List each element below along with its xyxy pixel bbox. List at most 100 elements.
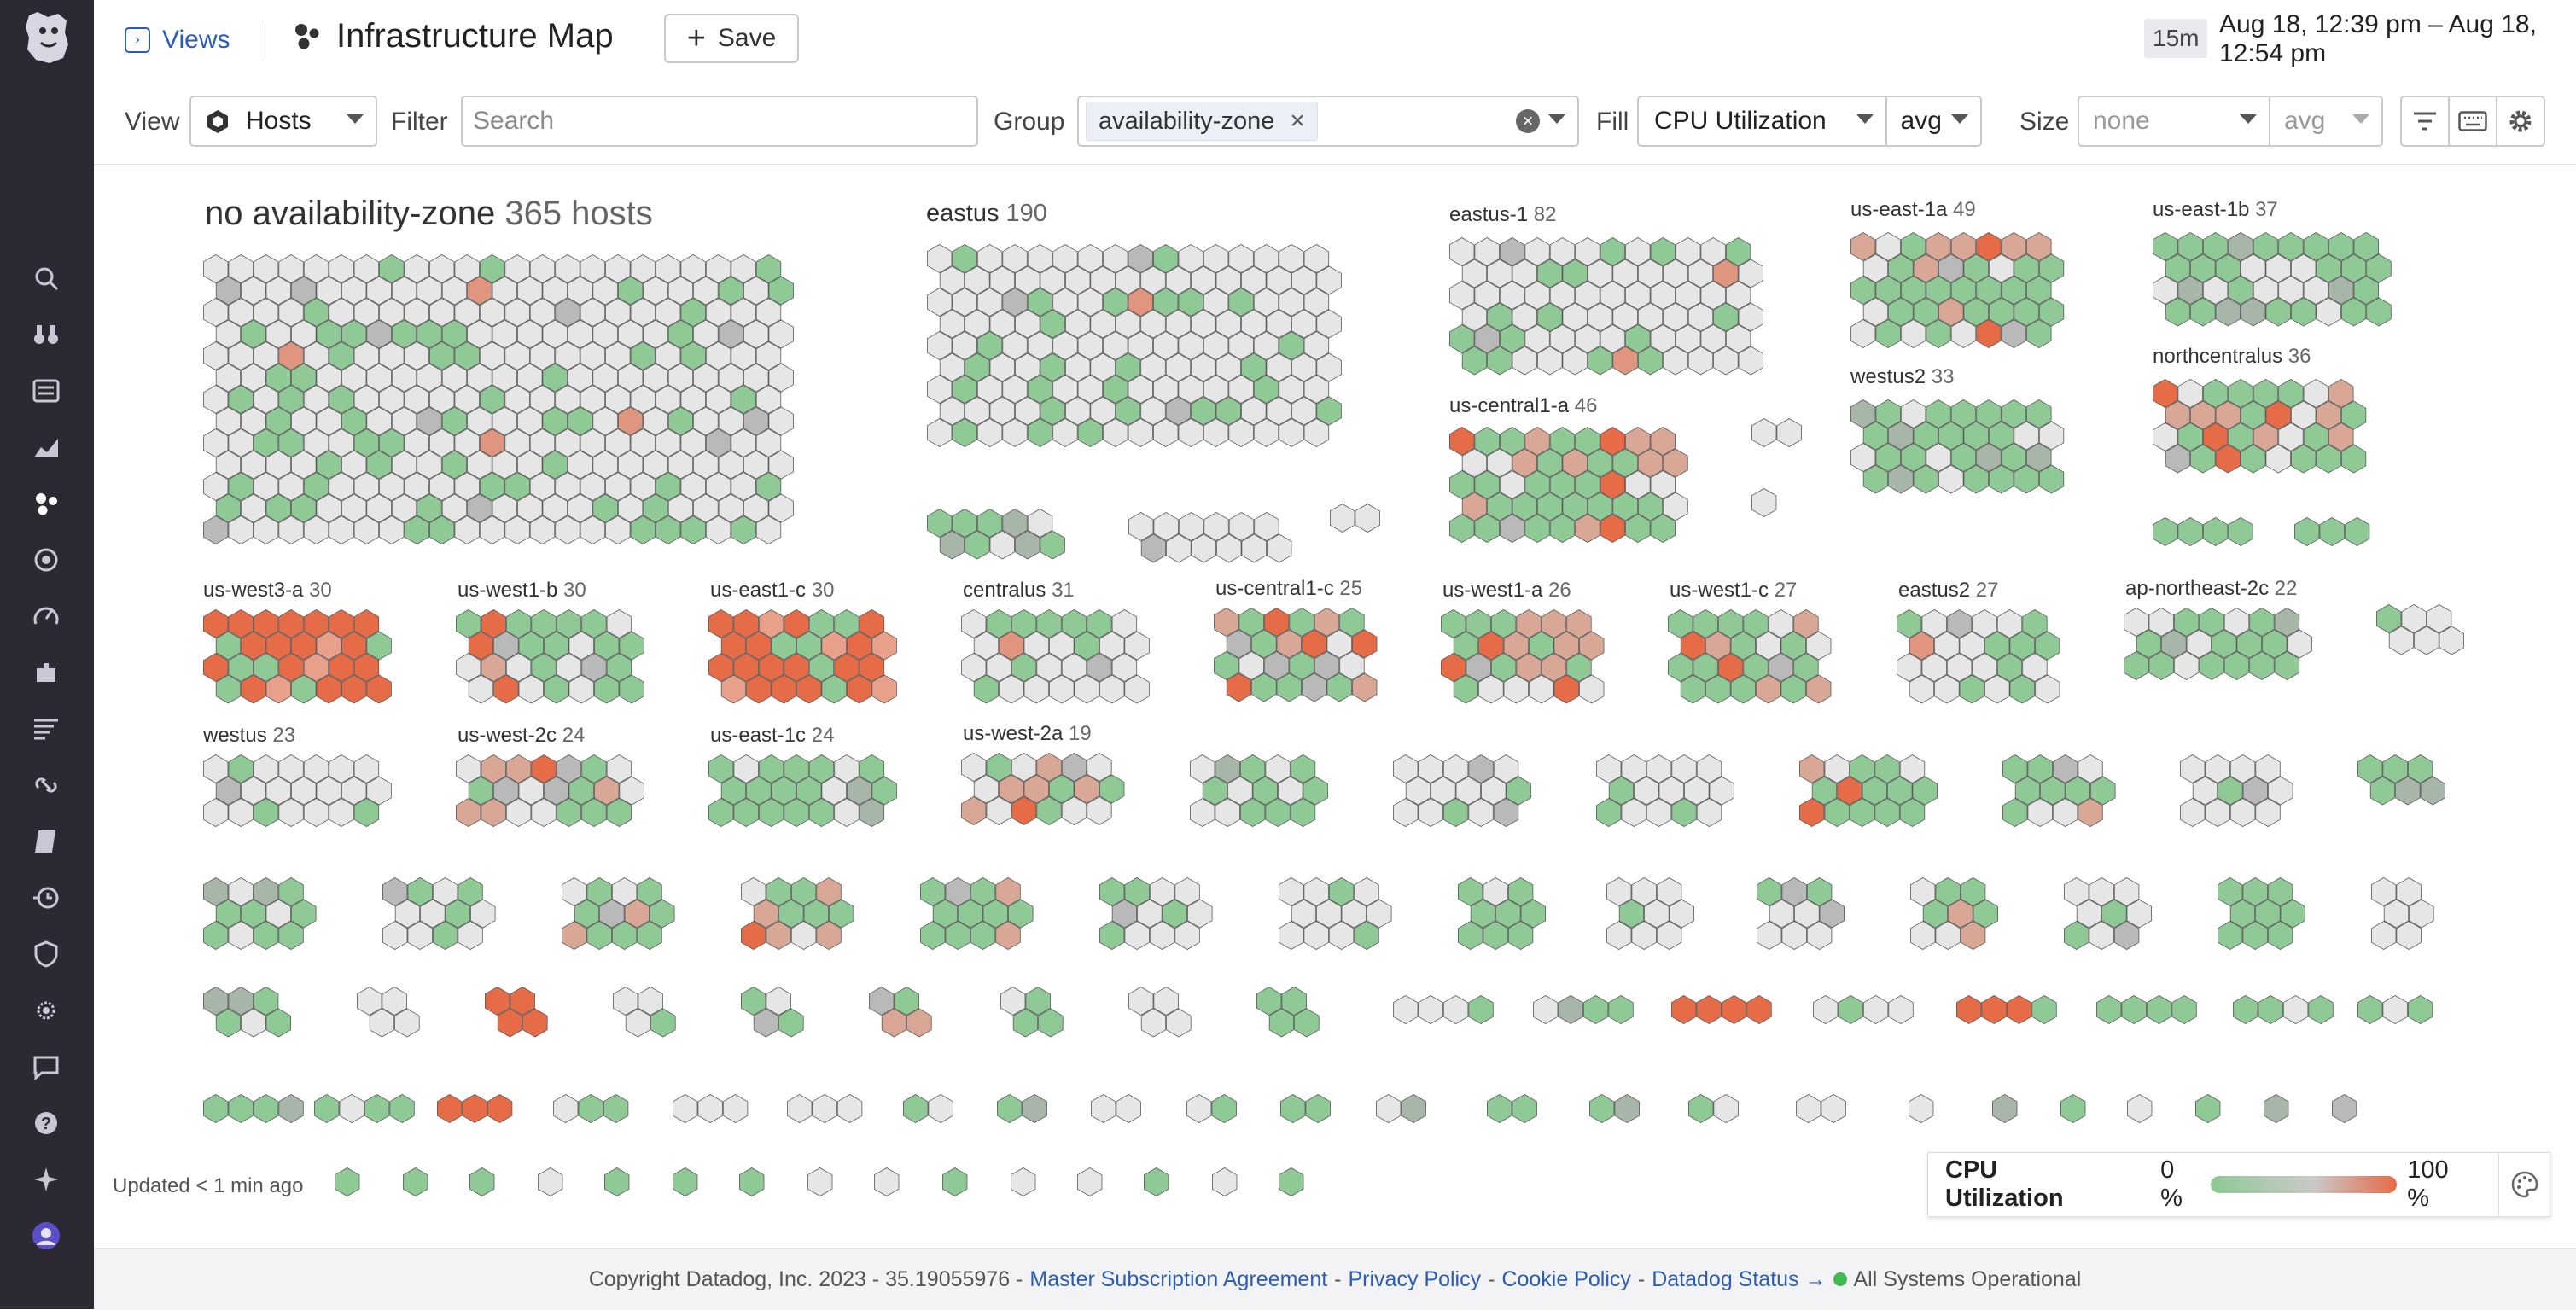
host-hex[interactable] [1687, 302, 1714, 332]
host-hex[interactable] [441, 363, 468, 393]
host-hex[interactable] [353, 341, 380, 370]
host-hex[interactable] [1650, 427, 1676, 456]
host-hex[interactable] [1862, 995, 1889, 1024]
host-hex[interactable] [2308, 995, 2334, 1024]
host-hex[interactable] [758, 798, 784, 827]
host-hex[interactable] [2215, 253, 2241, 283]
integrations-icon[interactable] [26, 652, 67, 693]
host-hex[interactable] [555, 298, 580, 327]
host-hex[interactable] [803, 899, 829, 929]
host-hex[interactable] [958, 899, 983, 929]
host-hex[interactable] [952, 244, 977, 273]
host-hex[interactable] [1487, 492, 1512, 521]
host-hex[interactable] [531, 798, 557, 827]
host-hex[interactable] [771, 776, 796, 806]
host-hex[interactable] [353, 254, 380, 283]
host-hex[interactable] [834, 754, 860, 783]
host-hex[interactable] [1241, 533, 1267, 563]
host-hex[interactable] [581, 798, 607, 827]
host-hex[interactable] [228, 754, 254, 783]
host-hex[interactable] [353, 385, 380, 414]
host-hex[interactable] [743, 363, 769, 393]
host-hex[interactable] [1926, 443, 1951, 472]
host-hex[interactable] [1052, 418, 1078, 447]
host-hex[interactable] [303, 385, 329, 414]
host-hex[interactable] [391, 450, 417, 480]
host-hex[interactable] [1103, 244, 1128, 273]
host-hex[interactable] [1470, 899, 1496, 929]
host-hex[interactable] [303, 341, 329, 370]
host-hex[interactable] [568, 674, 594, 704]
host-hex[interactable] [2001, 443, 2027, 472]
host-hex[interactable] [1589, 1094, 1615, 1123]
host-hex[interactable] [278, 385, 304, 414]
size-metric-select[interactable]: none [2079, 97, 2270, 145]
host-hex[interactable] [1291, 352, 1317, 382]
host-hex[interactable] [291, 363, 317, 393]
host-hex[interactable] [1757, 921, 1782, 950]
host-hex[interactable] [1899, 754, 1926, 783]
host-hex[interactable] [339, 1094, 364, 1123]
host-hex[interactable] [1730, 631, 1756, 661]
host-hex[interactable] [705, 385, 731, 414]
host-hex[interactable] [593, 674, 620, 704]
host-hex[interactable] [1140, 533, 1167, 563]
host-hex[interactable] [952, 509, 977, 538]
host-hex[interactable] [2177, 232, 2203, 261]
ux-monitoring-icon[interactable] [26, 990, 67, 1031]
host-hex[interactable] [2171, 995, 2197, 1024]
host-hex[interactable] [1909, 674, 1935, 704]
host-hex[interactable] [592, 363, 618, 393]
host-hex[interactable] [316, 319, 341, 349]
host-hex[interactable] [265, 899, 291, 929]
host-hex[interactable] [1461, 448, 1488, 478]
host-hex[interactable] [366, 450, 392, 480]
host-hex[interactable] [1128, 288, 1154, 317]
host-hex[interactable] [278, 609, 304, 638]
host-hex[interactable] [278, 515, 304, 544]
host-hex[interactable] [1140, 352, 1166, 382]
host-hex[interactable] [1553, 674, 1579, 704]
host-hex[interactable] [467, 319, 492, 349]
host-hex[interactable] [2034, 631, 2060, 661]
host-hex[interactable] [228, 428, 254, 457]
host-hex[interactable] [2265, 297, 2291, 327]
host-hex[interactable] [1291, 899, 1317, 929]
host-hex[interactable] [1449, 324, 1475, 353]
host-hex[interactable] [404, 341, 430, 370]
host-hex[interactable] [1910, 877, 1936, 906]
host-hex[interactable] [1487, 448, 1512, 478]
host-hex[interactable] [2090, 776, 2116, 806]
host-hex[interactable] [1140, 309, 1166, 339]
host-hex[interactable] [1227, 776, 1253, 806]
host-hex[interactable] [1453, 631, 1479, 661]
host-hex[interactable] [821, 776, 847, 806]
host-hex[interactable] [718, 363, 743, 393]
host-hex[interactable] [417, 276, 442, 306]
host-hex[interactable] [999, 674, 1024, 704]
host-hex[interactable] [2340, 253, 2367, 283]
host-hex[interactable] [731, 341, 756, 370]
host-hex[interactable] [379, 385, 405, 414]
host-hex[interactable] [2261, 629, 2288, 659]
host-hex[interactable] [630, 254, 656, 283]
host-hex[interactable] [874, 1167, 900, 1196]
host-hex[interactable] [203, 341, 229, 370]
host-hex[interactable] [492, 406, 518, 436]
host-hex[interactable] [1461, 492, 1488, 521]
host-hex[interactable] [1103, 418, 1128, 447]
host-hex[interactable] [2396, 921, 2422, 950]
host-hex[interactable] [303, 609, 329, 638]
host-hex[interactable] [578, 1094, 603, 1123]
host-hex[interactable] [2002, 754, 2028, 783]
host-hex[interactable] [1241, 396, 1267, 426]
host-hex[interactable] [454, 472, 480, 501]
host-hex[interactable] [1376, 1094, 1402, 1123]
host-hex[interactable] [432, 921, 458, 950]
host-hex[interactable] [492, 276, 518, 306]
host-hex[interactable] [1064, 265, 1091, 295]
host-hex[interactable] [1253, 418, 1279, 447]
host-hex[interactable] [2173, 608, 2200, 637]
host-hex[interactable] [544, 631, 569, 661]
host-hex[interactable] [611, 921, 638, 950]
